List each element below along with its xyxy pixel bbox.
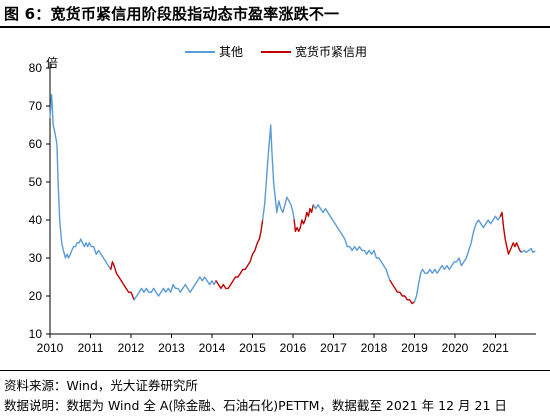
x-tick-label: 2021 (482, 341, 509, 355)
series-line-other (261, 124, 295, 221)
series-line-easy-money-tight-credit (499, 211, 523, 255)
data-note: 数据说明：数据为 Wind 全 A(除金融、石油石化)PETTM，数据截至 20… (4, 398, 507, 413)
legend-label-other: 其他 (219, 45, 243, 59)
source-note: 资料来源：Wind，光大证券研究所 (4, 378, 198, 393)
series-line-easy-money-tight-credit (215, 219, 264, 290)
x-tick-label: 2015 (239, 341, 266, 355)
title-divider (0, 26, 550, 28)
x-tick-label: 2016 (280, 341, 307, 355)
series-line-easy-money-tight-credit (293, 204, 314, 233)
legend-label-easy-money-tight-credit: 宽货币紧信用 (295, 44, 367, 59)
y-tick-label: 10 (29, 327, 43, 341)
chart-axes: 10 20 30 40 50 60 70 80 倍 2010 2011 2012 2013 2014 201… (29, 55, 536, 355)
y-tick-label: 20 (29, 289, 43, 303)
y-tick-label: 50 (29, 175, 43, 189)
series-line-easy-money-tight-credit (110, 261, 135, 301)
x-tick-label: 2014 (199, 341, 226, 355)
chart-series (49, 93, 536, 305)
series-line-other (312, 204, 391, 282)
series-line-other (133, 276, 217, 301)
series-line-other (49, 93, 112, 271)
y-tick-label: 60 (29, 137, 43, 151)
y-tick-label: 80 (29, 61, 43, 75)
x-tick-label: 2017 (320, 341, 347, 355)
x-tick-label: 2020 (442, 341, 469, 355)
series-line-other (413, 215, 502, 303)
x-tick-label: 2010 (37, 341, 64, 355)
series-line-easy-money-tight-credit (389, 280, 416, 305)
x-tick-label: 2012 (118, 341, 145, 355)
x-tick-label: 2019 (401, 341, 428, 355)
x-tick-label: 2011 (78, 341, 104, 355)
page-title: 图 6：宽货币紧信用阶段股指动态市盈率涨跌不一 (4, 5, 340, 23)
x-tick-label: 2013 (158, 341, 185, 355)
pe-line-chart: 10 20 30 40 50 60 70 80 倍 2010 2011 2012 2013 2014 201… (29, 44, 536, 355)
y-tick-label: 40 (29, 213, 43, 227)
chart-legend: 其他 宽货币紧信用 (185, 44, 367, 59)
x-tick-label: 2018 (361, 341, 388, 355)
y-tick-label: 70 (29, 99, 43, 113)
series-line-other (520, 247, 536, 253)
footer-divider (0, 370, 550, 371)
y-tick-label: 30 (29, 251, 43, 265)
y-axis-unit: 倍 (46, 55, 58, 70)
